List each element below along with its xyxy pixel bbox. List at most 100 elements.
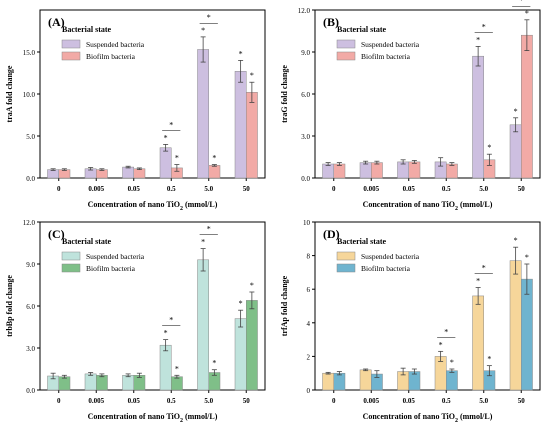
legend-swatch (336, 263, 356, 273)
bar-suspended (509, 260, 522, 391)
bar-suspended (47, 169, 59, 179)
x-tick-label: 0.005 (363, 185, 379, 193)
x-tick-label: 0 (332, 397, 336, 405)
x-tick-label: 50 (518, 397, 526, 405)
bar-suspended (122, 166, 134, 179)
legend-title: Bacterial state (62, 237, 112, 246)
legend-title: Bacterial state (337, 25, 387, 34)
bar-suspended (322, 372, 334, 391)
x-tick-label: 0.5 (442, 185, 451, 193)
x-tick-label: 5.0 (204, 397, 213, 405)
x-tick-label: 5.0 (479, 185, 488, 193)
x-tick-label: 0.005 (88, 185, 104, 193)
bar-biofilm (333, 163, 346, 179)
x-axis-label-unit: (mmol/L) (458, 200, 493, 209)
y-tick-label: 4 (307, 320, 311, 328)
significance-star: * (175, 154, 179, 163)
x-tick-label: 0.5 (167, 397, 176, 405)
significance-star: * (212, 154, 216, 163)
x-axis-label-unit: (mmol/L) (183, 200, 218, 209)
y-tick-label: 9.0 (26, 261, 35, 269)
legend-label: Suspended bacteria (86, 40, 145, 49)
x-axis-label-subscript: 2 (455, 418, 458, 424)
legend-label: Suspended bacteria (361, 40, 420, 49)
panel-d: 0 2 4 6 8 10 trfAp fold change (D) 0 0.005 0.05 0.5… (280, 219, 541, 424)
significance-star: * (439, 340, 443, 349)
plot-frame (314, 9, 541, 179)
x-tick-label: 0.005 (88, 397, 104, 405)
x-axis-label-main: Concentration of nano TiO (88, 412, 180, 421)
legend-swatch (61, 263, 81, 273)
legend-swatch (61, 251, 81, 261)
legend-swatch (61, 51, 81, 61)
bar-suspended (234, 71, 247, 179)
bar-biofilm (171, 376, 183, 391)
bar-suspended (159, 344, 172, 391)
significance-star: * (169, 316, 173, 325)
legend-title: Bacterial state (62, 25, 112, 34)
bar-suspended (359, 162, 372, 179)
significance-star: * (239, 299, 243, 308)
legend-label: Biofilm bacteria (86, 264, 136, 273)
x-tick-label: 50 (243, 185, 251, 193)
panel-tag: (D) (323, 227, 340, 241)
plot-frame (314, 221, 541, 391)
bar-suspended (472, 295, 484, 391)
plot-frame (39, 9, 266, 179)
bar-biofilm (208, 165, 221, 179)
legend-label: Suspended bacteria (361, 252, 420, 261)
legend-label: Biofilm bacteria (86, 52, 136, 61)
x-tick-label: 50 (518, 185, 526, 193)
significance-star: * (514, 236, 518, 245)
legend-label: Biofilm bacteria (361, 264, 411, 273)
significance-star: * (212, 359, 216, 368)
bar-suspended (509, 124, 522, 179)
significance-star: * (164, 329, 168, 338)
significance-bracket: — (435, 332, 457, 343)
significance-star: * (175, 364, 179, 373)
bar-suspended (234, 318, 247, 391)
bar-biofilm (133, 168, 146, 179)
bar-biofilm (96, 375, 108, 391)
significance-bracket: — (198, 18, 220, 29)
bar-biofilm (58, 169, 71, 179)
bar-suspended (197, 49, 209, 179)
legend-swatch (336, 39, 356, 49)
significance-star: * (519, 0, 523, 5)
y-tick-label: 0.0 (301, 175, 310, 183)
significance-star: * (207, 13, 211, 22)
x-axis-label-unit: (mmol/L) (458, 412, 493, 421)
significance-bracket: — (473, 269, 495, 280)
y-axis-label: trbBp fold change (5, 275, 14, 337)
y-tick-label: 6.0 (26, 303, 35, 311)
y-tick-label: 6 (307, 286, 311, 294)
significance-star: * (476, 35, 480, 44)
bar-suspended (84, 373, 97, 391)
x-tick-label: 0 (57, 397, 61, 405)
significance-star: * (487, 143, 491, 152)
y-tick-label: 15.0 (23, 49, 36, 57)
x-axis-label: Concentration of nano TiO2 (mmol/L) (363, 412, 493, 424)
x-axis-label: Concentration of nano TiO2 (mmol/L) (88, 412, 218, 424)
significance-star: * (250, 71, 254, 80)
x-tick-label: 0.5 (442, 397, 451, 405)
x-tick-label: 0.05 (403, 397, 416, 405)
y-tick-label: 2 (307, 353, 311, 361)
bar-biofilm (408, 161, 421, 179)
x-axis-label-unit: (mmol/L) (183, 412, 218, 421)
significance-star: * (482, 264, 486, 273)
bar-suspended (197, 259, 209, 391)
significance-star: * (476, 277, 480, 286)
bar-biofilm (371, 162, 383, 179)
legend-swatch (336, 251, 356, 261)
y-tick-label: 3.0 (26, 345, 35, 353)
significance-star: * (201, 26, 205, 35)
legend-title: Bacterial state (337, 237, 387, 246)
significance-star: * (487, 355, 491, 364)
bar-biofilm (246, 300, 258, 391)
bar-biofilm (246, 92, 258, 179)
x-tick-label: 0 (57, 185, 61, 193)
significance-star: * (525, 9, 529, 18)
bar-biofilm (521, 34, 533, 179)
significance-star: * (525, 253, 529, 262)
